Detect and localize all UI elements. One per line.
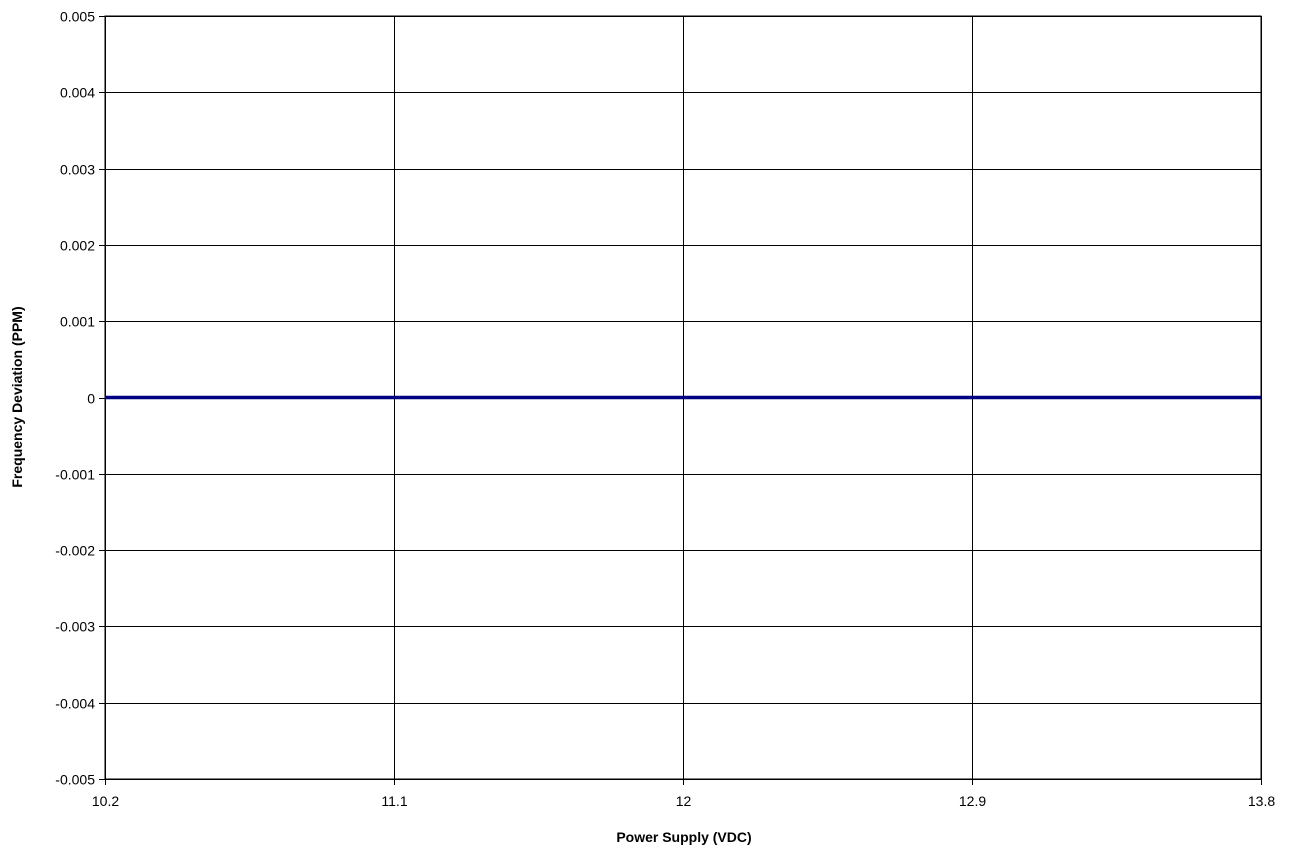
x-tick-label: 12 <box>676 793 692 809</box>
x-tick-label: 13.8 <box>1248 793 1275 809</box>
tick-labels: 0.005 0.004 0.003 0.002 0.001 0 -0.001 -0.002 -0… <box>55 9 1275 810</box>
y-tick-label: 0.005 <box>60 9 95 25</box>
x-tick-label: 10.2 <box>92 793 119 809</box>
y-tick-label: 0.003 <box>60 162 95 178</box>
y-tick-label: 0.004 <box>60 85 95 101</box>
y-tick-label: -0.002 <box>55 543 95 559</box>
y-tick-label: -0.003 <box>55 619 95 635</box>
y-axis-title: Frequency Deviation (PPM) <box>9 306 25 487</box>
y-tick-label: -0.001 <box>55 467 95 483</box>
y-tick-label: -0.004 <box>55 696 95 712</box>
y-tick-label: 0.001 <box>60 314 95 330</box>
y-tick-label: 0 <box>87 391 95 407</box>
x-tick-label: 12.9 <box>959 793 986 809</box>
x-axis-title: Power Supply (VDC) <box>616 829 751 845</box>
y-tick-label: -0.005 <box>55 772 95 788</box>
y-tick-label: 0.002 <box>60 238 95 254</box>
axes <box>99 15 1262 785</box>
x-tick-label: 11.1 <box>381 793 407 809</box>
